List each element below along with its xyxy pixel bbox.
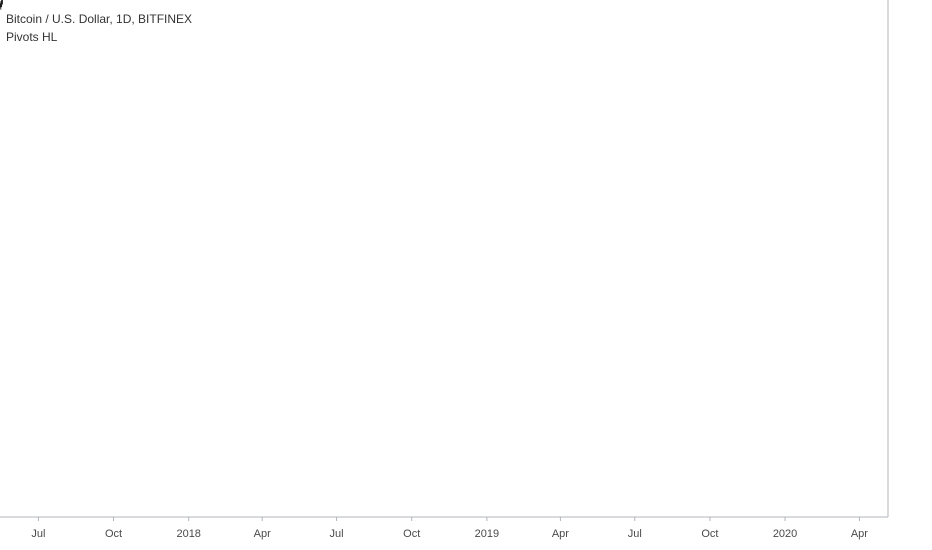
price-axis[interactable] <box>888 0 932 550</box>
time-tick-label: Oct <box>701 528 718 540</box>
time-tick-label: Apr <box>851 528 868 540</box>
time-tick-label: Oct <box>105 528 122 540</box>
chart-header: Bitcoin / U.S. Dollar, 1D, BITFINEX Pivo… <box>6 10 192 46</box>
indicator-name[interactable]: Pivots HL <box>6 30 58 44</box>
chart-title: Bitcoin / U.S. Dollar, 1D, BITFINEX <box>6 12 193 26</box>
time-tick-label: Oct <box>403 528 420 540</box>
time-axis[interactable] <box>0 517 932 550</box>
time-tick-label: 2018 <box>176 528 200 540</box>
time-tick-label: Apr <box>254 528 271 540</box>
price-candles <box>0 0 3 10</box>
time-tick-label: Jul <box>31 528 45 540</box>
time-tick-label: 2019 <box>475 528 499 540</box>
time-tick-label: Apr <box>552 528 569 540</box>
time-tick-label: Jul <box>628 528 642 540</box>
time-tick-label: 2020 <box>773 528 797 540</box>
time-tick-label: Jul <box>330 528 344 540</box>
